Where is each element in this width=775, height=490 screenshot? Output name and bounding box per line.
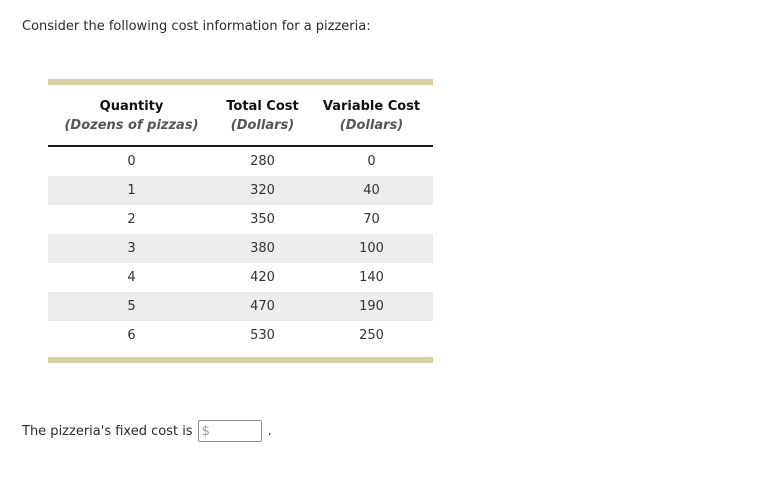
column-subheader-quantity: (Dozens of pizzas) [64, 118, 199, 133]
table-cell: 6 [127, 328, 136, 343]
table-cell: 4 [127, 270, 136, 285]
table-cell: 1 [127, 183, 136, 198]
column-subheader-variable-cost: (Dollars) [339, 118, 404, 133]
table-cell: 40 [363, 183, 380, 198]
table-row: 5 470 190 [48, 292, 433, 321]
table-cell: 530 [250, 328, 275, 343]
column-header-quantity: Quantity [99, 98, 164, 114]
table-row: 6 530 250 [48, 321, 433, 350]
table-row: 3 380 100 [48, 234, 433, 263]
column-header-variable-cost: Variable Cost [322, 98, 421, 114]
table-cell: 0 [127, 154, 136, 169]
answer-suffix-text: . [267, 423, 272, 439]
table-cell: 250 [359, 328, 384, 343]
answer-prefix-text: The pizzeria's fixed cost is [22, 423, 193, 439]
table-cell: 100 [359, 241, 384, 256]
column-header-total-cost: Total Cost [226, 98, 299, 114]
table-row: 0 280 0 [48, 146, 433, 176]
table-cell: 5 [127, 299, 136, 314]
answer-line: The pizzeria's fixed cost is . [22, 420, 272, 442]
table-cell: 420 [250, 270, 275, 285]
table-cell: 320 [250, 183, 275, 198]
table-header: Quantity Total Cost Variable Cost (Dozen… [48, 85, 433, 146]
table-top-accent-bar [48, 79, 433, 85]
question-text: Consider the following cost information … [22, 19, 371, 34]
table-cell: 70 [363, 212, 380, 227]
table-cell: 140 [359, 270, 384, 285]
table-cell: 280 [250, 154, 275, 169]
table-cell: 380 [250, 241, 275, 256]
table-cell: 470 [250, 299, 275, 314]
table-bottom-spacer [48, 350, 433, 357]
fixed-cost-input[interactable] [197, 420, 262, 442]
table-cell: 2 [127, 212, 136, 227]
cost-table-body: 0 280 0 1 320 40 2 350 70 3 380 100 4 420 140 5 470 190 6 5… [48, 146, 433, 350]
table-cell: 3 [127, 241, 136, 256]
table-row: 4 420 140 [48, 263, 433, 292]
table-cell: 0 [367, 154, 376, 169]
table-row: 2 350 70 [48, 205, 433, 234]
table-bottom-accent-bar [48, 357, 433, 363]
table-cell: 190 [359, 299, 384, 314]
cost-table: Quantity Total Cost Variable Cost (Dozen… [48, 79, 433, 363]
table-cell: 350 [250, 212, 275, 227]
column-subheader-total-cost: (Dollars) [230, 118, 295, 133]
table-row: 1 320 40 [48, 176, 433, 205]
